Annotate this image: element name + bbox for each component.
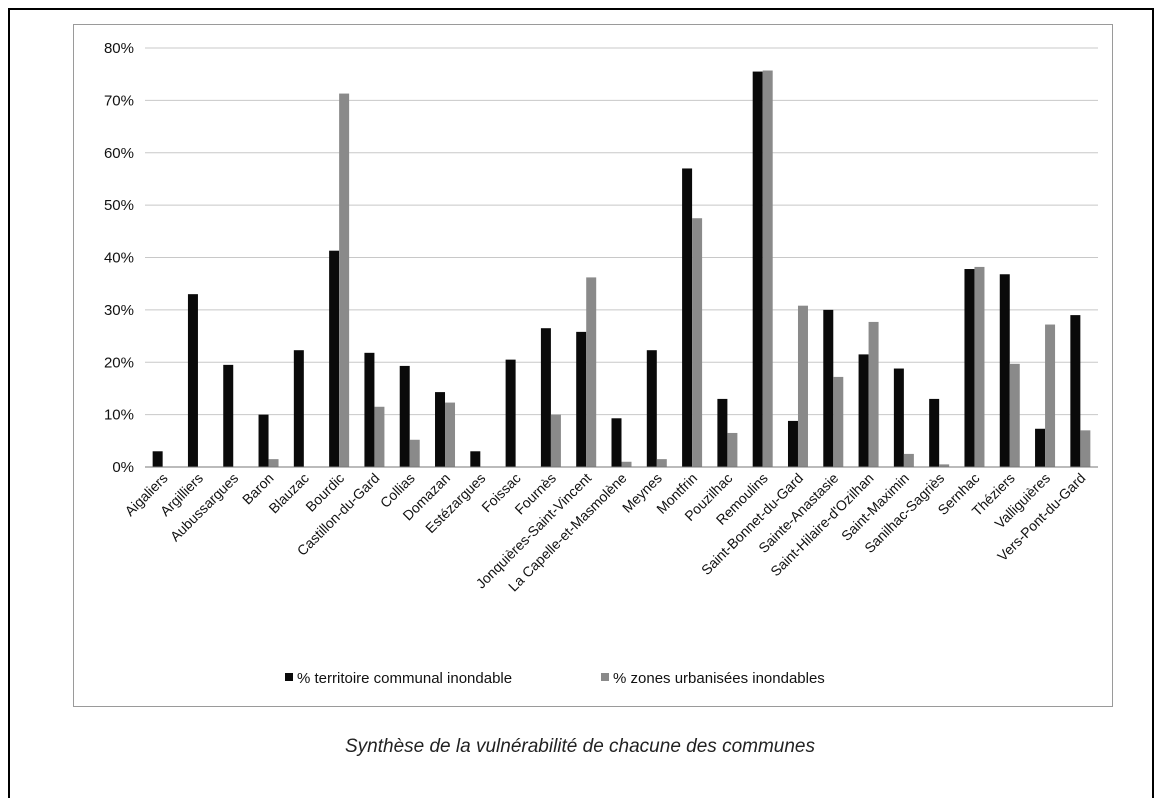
gridlines [145,47,1098,416]
bar-series-1 [258,414,269,467]
bar-series-2 [1045,324,1056,467]
bar-series-1 [611,418,622,467]
bar-series-1 [1035,428,1046,467]
bar-series-2 [409,439,420,467]
bar-series-1 [329,250,340,467]
bars [152,70,1091,468]
bar-series-1 [893,368,904,467]
bar-series-1 [929,398,940,467]
bar-series-2 [903,453,914,467]
legend-swatch-series-2 [601,673,609,681]
bar-series-1 [152,451,163,467]
bar-series-1 [576,331,587,467]
bar-series-1 [1070,315,1081,467]
bar-series-2 [1080,430,1091,467]
bar-series-2 [268,459,279,467]
legend-swatch-series-1 [285,673,293,681]
bar-series-1 [787,420,798,467]
y-tick-label: 10% [104,407,134,424]
bar-series-2 [868,321,879,467]
bar-series-1 [717,398,728,467]
bar-series-2 [656,459,667,467]
y-tick-label: 80% [104,40,134,57]
bar-series-1 [823,309,834,467]
bar-series-1 [752,71,763,467]
bar-series-2 [586,277,597,467]
bar-series-1 [223,364,234,467]
x-category-label: Blauzac [265,470,312,517]
bar-series-1 [470,451,481,467]
bar-series-2 [374,406,385,467]
bar-series-1 [858,354,869,467]
figure-caption: Synthèse de la vulnérabilité de chacune … [344,736,815,757]
bar-series-1 [646,350,657,467]
y-tick-label: 70% [104,92,134,109]
legend-label-series-2: % zones urbanisées inondables [613,670,825,687]
bar-series-1 [364,352,375,467]
bar-series-2 [692,218,703,467]
bar-series-1 [399,365,410,467]
bar-series-1 [187,294,198,467]
bar-series-2 [445,402,456,467]
bar-series-2 [833,376,844,467]
bar-series-2 [621,461,632,467]
bar-series-2 [550,414,561,467]
bar-series-1 [505,359,516,467]
y-axis-ticks: 0% 10% 20% 30% 40% 50% 60% 70% 80% [104,40,134,476]
bar-series-2 [974,266,985,467]
bar-series-1 [682,168,693,467]
bar-series-2 [727,432,738,467]
figure-frame [8,8,1154,798]
bar-series-1 [540,328,551,467]
bar-series-1 [999,274,1010,467]
y-tick-label: 50% [104,197,134,214]
legend: % territoire communal inondable % zones … [285,670,825,687]
bar-series-2 [762,70,773,468]
y-tick-label: 20% [104,354,134,371]
y-tick-label: 40% [104,250,134,267]
legend-label-series-1: % territoire communal inondable [297,670,512,687]
bar-series-1 [964,269,975,467]
bar-series-1 [435,392,446,467]
bar-series-1 [293,350,304,467]
bar-series-2 [939,464,950,467]
bar-series-2 [797,305,808,467]
bar-series-2 [1009,363,1020,467]
bar-series-2 [339,93,350,467]
y-tick-label: 60% [104,145,134,162]
y-tick-label: 0% [112,459,134,476]
x-axis-categories: AigaliersArgilliersAubussarguesBaronBlau… [121,470,1088,595]
y-tick-label: 30% [104,302,134,319]
